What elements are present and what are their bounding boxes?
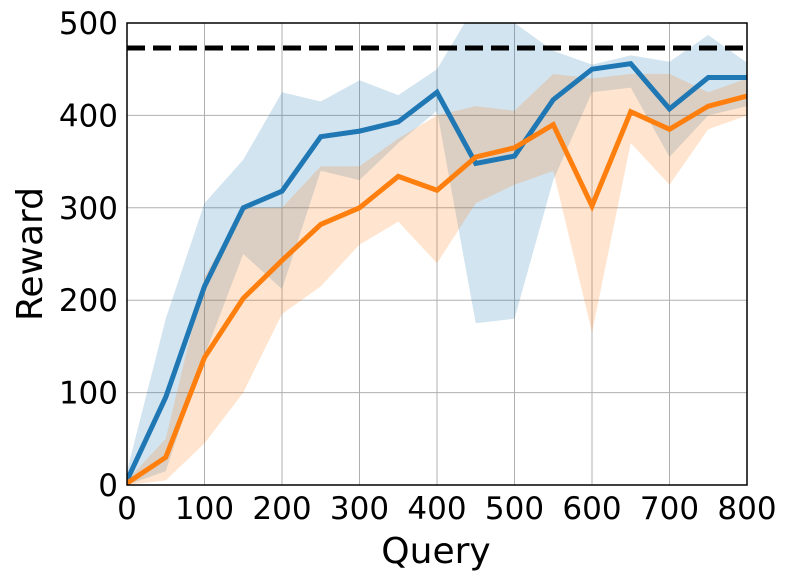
x-tick-label: 200 <box>252 491 311 527</box>
series-orange-line <box>127 93 747 485</box>
x-tick-labels: 0 100 200 300 400 500 600 700 800 <box>117 491 776 527</box>
y-tick-label: 500 <box>59 6 118 42</box>
x-tick-label: 100 <box>175 491 234 527</box>
x-axis-label: Query <box>381 531 490 572</box>
x-tick-label: 600 <box>562 491 621 527</box>
y-tick-label: 100 <box>59 376 118 412</box>
confidence-bands <box>127 23 747 485</box>
x-tick-label: 400 <box>407 491 466 527</box>
x-tick-label: 500 <box>485 491 544 527</box>
y-tick-labels: 0 100 200 300 400 500 <box>59 6 118 504</box>
y-axis-label: Reward <box>10 187 51 321</box>
series-lines <box>127 60 747 485</box>
series-blue-line <box>127 60 747 482</box>
x-tick-label: 700 <box>640 491 699 527</box>
x-tick-label: 0 <box>117 491 137 527</box>
x-tick-label: 800 <box>717 491 776 527</box>
y-tick-label: 0 <box>98 468 118 504</box>
y-tick-label: 400 <box>59 98 118 134</box>
y-tick-label: 200 <box>59 283 118 319</box>
series-orange-band <box>127 73 747 485</box>
y-tick-label: 300 <box>59 191 118 227</box>
series-blue-band <box>127 23 747 485</box>
x-tick-label: 300 <box>330 491 389 527</box>
plot-frame <box>126 22 748 486</box>
